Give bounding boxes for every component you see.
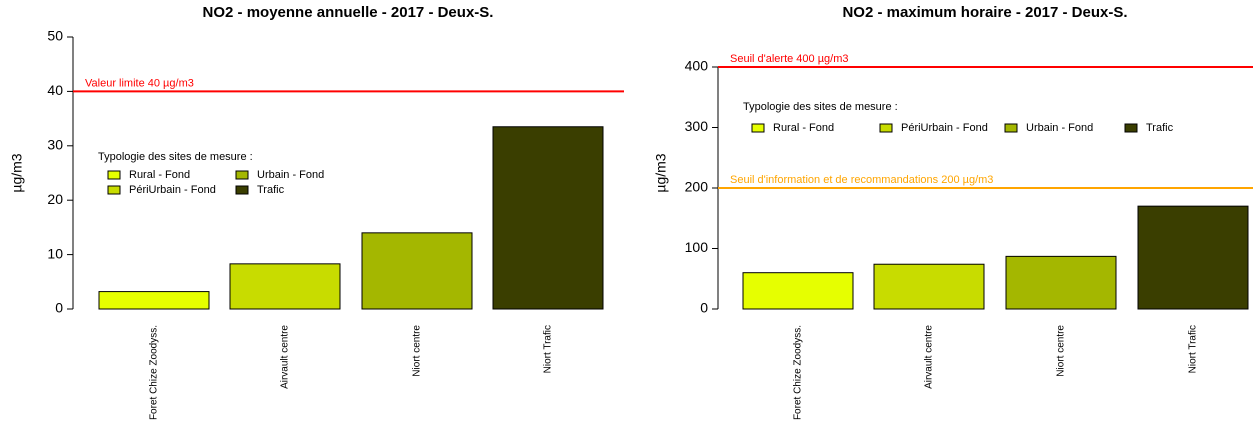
x-tick-label: Airvault centre [924, 325, 935, 389]
reference-label: Valeur limite 40 µg/m3 [85, 77, 194, 89]
y-tick-label: 0 [55, 300, 63, 316]
legend-swatch [235, 185, 249, 195]
x-tick-label: Airvault centre [280, 325, 291, 389]
legend-label: Rural - Fond [129, 169, 190, 181]
y-tick-label: 10 [47, 245, 63, 261]
bar [742, 272, 854, 310]
legend-label: Trafic [257, 184, 285, 196]
legend-label: Trafic [1146, 122, 1174, 134]
legend-swatch [751, 123, 765, 133]
x-tick-label: Niort Trafic [1188, 325, 1199, 373]
legend-title: Typologie des sites de mesure : [743, 101, 898, 113]
reference-label: Seuil d'alerte 400 µg/m3 [730, 53, 849, 65]
y-tick-label: 50 [47, 28, 63, 44]
legend-swatch [235, 170, 249, 180]
bar [98, 291, 210, 310]
x-tick-label: Niort centre [1056, 325, 1067, 377]
legend-label: PériUrbain - Fond [901, 122, 988, 134]
legend-label: Urbain - Fond [257, 169, 324, 181]
legend-title: Typologie des sites de mesure : [98, 151, 253, 163]
bar [1137, 205, 1249, 310]
chart-title: NO2 - maximum horaire - 2017 - Deux-S. [842, 4, 1127, 21]
y-tick-label: 400 [685, 58, 709, 74]
legend-swatch [107, 170, 121, 180]
legend-swatch [1004, 123, 1018, 133]
legend-label: Urbain - Fond [1026, 122, 1093, 134]
legend-label: Rural - Fond [773, 122, 834, 134]
y-tick-label: 30 [47, 137, 63, 153]
y-axis-label: µg/m3 [653, 153, 669, 192]
y-tick-label: 100 [685, 239, 709, 255]
legend-swatch [107, 185, 121, 195]
x-tick-label: Foret Chize Zoodyss. [793, 325, 804, 420]
legend-swatch [1124, 123, 1138, 133]
y-tick-label: 300 [685, 118, 709, 134]
reference-label: Seuil d'information et de recommandation… [730, 174, 993, 186]
y-tick-label: 200 [685, 179, 709, 195]
bar [229, 263, 341, 310]
x-tick-label: Foret Chize Zoodyss. [149, 325, 160, 420]
y-tick-label: 20 [47, 191, 63, 207]
bar [361, 232, 473, 310]
x-tick-label: Niort centre [412, 325, 423, 377]
bar [492, 126, 604, 310]
chart-title: NO2 - moyenne annuelle - 2017 - Deux-S. [203, 4, 494, 21]
bar [873, 263, 985, 310]
legend-label: PériUrbain - Fond [129, 184, 216, 196]
legend-swatch [879, 123, 893, 133]
y-tick-label: 40 [47, 82, 63, 98]
y-tick-label: 0 [700, 300, 708, 316]
bar [1005, 255, 1117, 310]
y-axis-label: µg/m3 [9, 153, 25, 192]
x-tick-label: Niort Trafic [543, 325, 554, 373]
